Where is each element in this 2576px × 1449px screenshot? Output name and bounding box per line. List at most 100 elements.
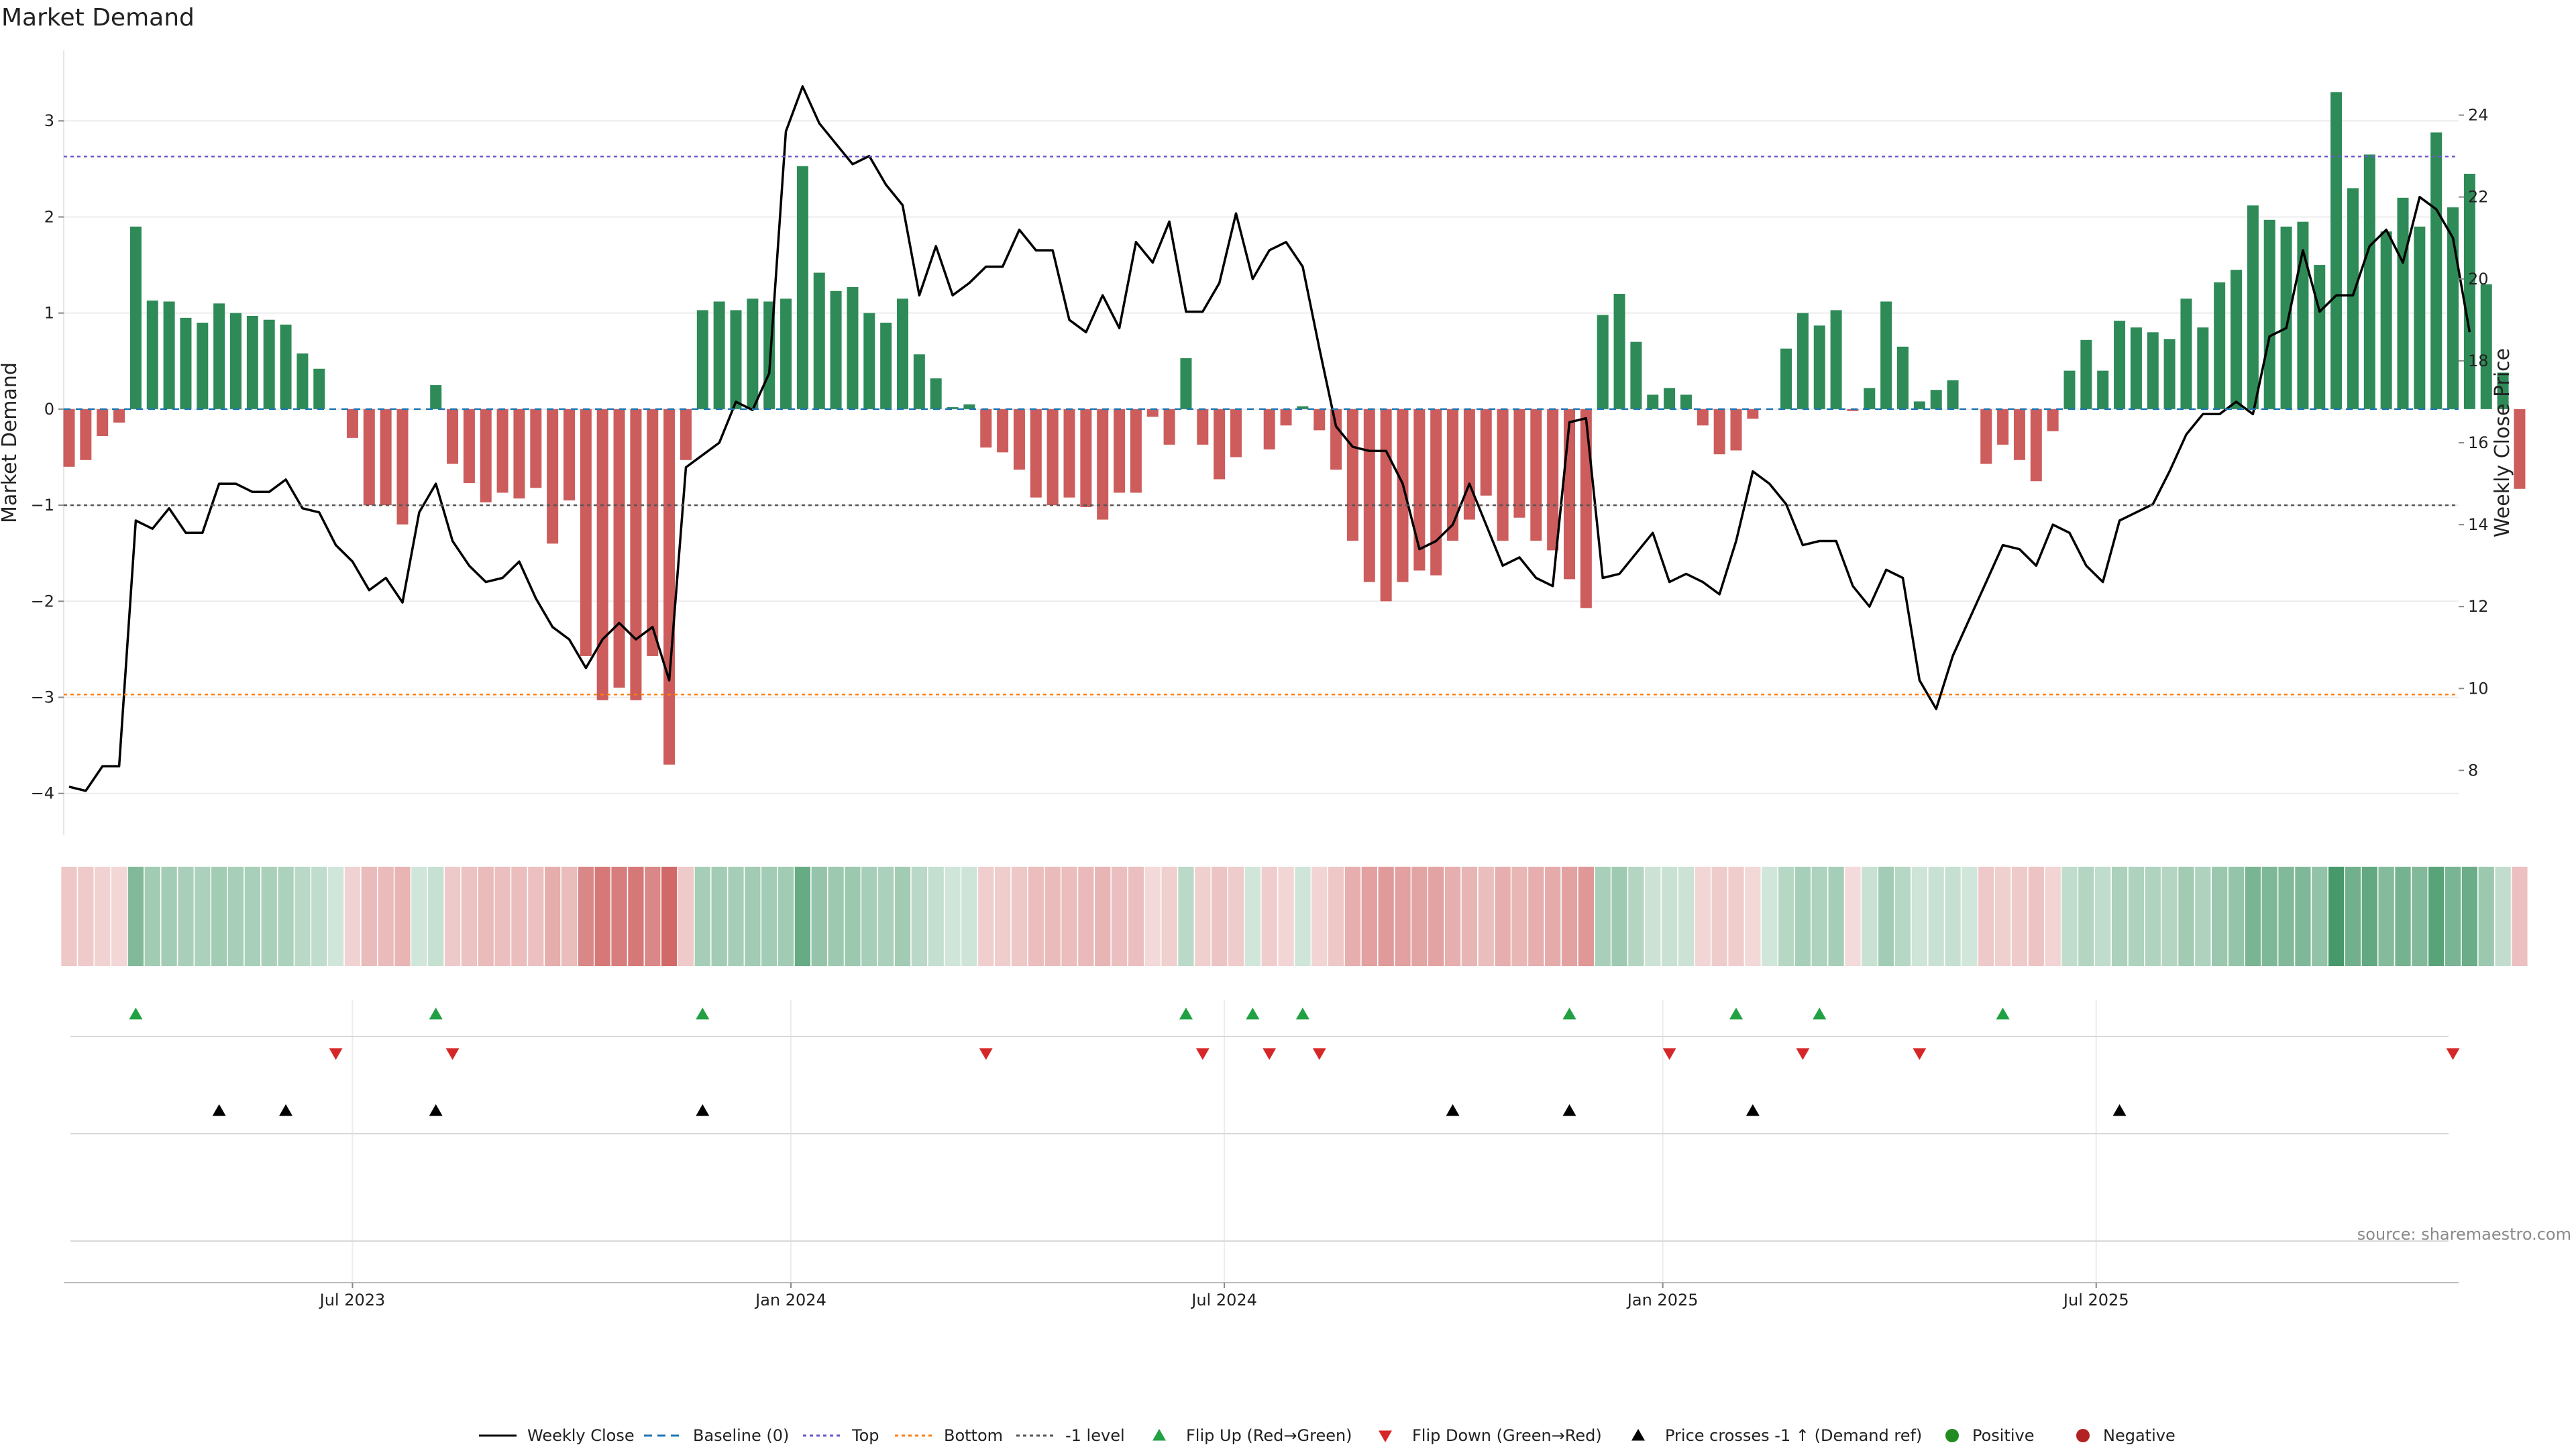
heat-cell (1928, 867, 1944, 966)
flip-up-marker (696, 1008, 710, 1020)
demand-bar (2163, 339, 2176, 409)
y-tick-label-0: 3 (44, 111, 54, 130)
demand-bar (880, 322, 892, 409)
demand-bar (780, 299, 792, 409)
heat-cell (227, 867, 244, 966)
price-cross-marker (696, 1104, 710, 1116)
y-tick-label-3: 0 (44, 400, 54, 419)
legend-item-5-label: Flip Up (Red→Green) (1186, 1426, 1352, 1445)
heat-cell (2212, 867, 2228, 966)
demand-bar (2480, 284, 2492, 409)
flip-down-marker (1913, 1048, 1927, 1060)
demand-bar (197, 322, 209, 409)
heat-cell (1478, 867, 1494, 966)
heat-cell (2378, 867, 2394, 966)
demand-bar (1697, 409, 1709, 426)
heat-cell (1661, 867, 1678, 966)
chart-title: Market Demand (1, 4, 195, 32)
demand-bar (1647, 394, 1659, 409)
demand-bar (1214, 409, 1226, 480)
demand-bar (1330, 409, 1342, 470)
demand-bar (2414, 226, 2426, 409)
heat-cell (195, 867, 211, 966)
legend-item-4-label: -1 level (1065, 1426, 1125, 1445)
heat-cell (1295, 867, 1311, 966)
heat-cell (2395, 867, 2411, 966)
price-layer (68, 85, 2471, 792)
demand-bar (380, 409, 392, 506)
demand-bar (913, 354, 925, 409)
demand-bar (547, 409, 559, 544)
heat-cell (1794, 867, 1811, 966)
heat-cell (1078, 867, 1094, 966)
demand-bar (1680, 394, 1692, 409)
heat-cell (1395, 867, 1411, 966)
demand-bar (1813, 325, 1825, 409)
demand-bar (596, 409, 608, 700)
flip-up-marker (1813, 1008, 1827, 1020)
demand-bar (2147, 332, 2159, 409)
demand-bar (2497, 372, 2509, 409)
demand-bar (1897, 346, 1909, 409)
heat-cell (1862, 867, 1878, 966)
heat-cell (645, 867, 661, 966)
x-tick-label-4: Jul 2025 (2062, 1291, 2129, 1309)
price-cross-marker (1446, 1104, 1460, 1116)
heat-cell (2328, 867, 2345, 966)
price-cross-marker (212, 1104, 226, 1116)
heat-cell (411, 867, 427, 966)
demand-bar (2330, 92, 2343, 409)
demand-bar (980, 409, 992, 448)
legend-item-3-label: Bottom (944, 1426, 1003, 1445)
flip-up-marker (1729, 1008, 1743, 1020)
demand-bar (1664, 388, 1676, 409)
demand-bar (530, 409, 542, 488)
heat-cell (2412, 867, 2428, 966)
panel-frames (63, 50, 2459, 1283)
heat-cell (1111, 867, 1128, 966)
heat-cell (394, 867, 411, 966)
heat-cell (1195, 867, 1211, 966)
demand-bar (947, 407, 959, 409)
heat-cell (1845, 867, 1861, 966)
y2-tick-label-3: 18 (2468, 352, 2489, 370)
heat-cell (278, 867, 294, 966)
heat-cell (661, 867, 678, 966)
demand-bar (1413, 409, 1426, 571)
heat-cell (1228, 867, 1244, 966)
demand-bar (1980, 409, 1992, 464)
heat-cell (1161, 867, 1177, 966)
y-tick-label-1: 2 (44, 207, 54, 226)
demand-bar (2080, 339, 2092, 409)
demand-bar (2231, 270, 2242, 409)
heat-cell (845, 867, 861, 966)
heat-cell (261, 867, 277, 966)
heat-cell (2312, 867, 2328, 966)
demand-bar (580, 409, 592, 656)
demand-bar (396, 409, 409, 525)
demand-bar (1430, 409, 1442, 576)
demand-bar (2247, 205, 2259, 409)
flip-up-marker (129, 1008, 143, 1020)
demand-bars (63, 92, 2526, 765)
demand-bar (730, 310, 742, 409)
demand-bar (813, 272, 825, 409)
demand-bar (1547, 409, 1559, 551)
y2-tick-label-6: 12 (2468, 597, 2489, 616)
heat-cell (1144, 867, 1161, 966)
heat-cell (1828, 867, 1844, 966)
flip-down-marker (445, 1048, 460, 1060)
y2-tick-label-5: 14 (2468, 515, 2489, 534)
heat-cell (878, 867, 894, 966)
flip-down-marker (1312, 1048, 1326, 1060)
heat-cell (1962, 867, 1978, 966)
demand-bar (1997, 409, 2009, 445)
demand-bar (2063, 370, 2076, 409)
heat-cell (545, 867, 561, 966)
x-axis: Jul 2023 Jan 2024 Jul 2024 Jan 2025 Jul 2025 (319, 1283, 2129, 1309)
demand-bar (1830, 310, 1842, 409)
legend: Weekly Close Baseline (0) Top Bottom -1 leve… (479, 1426, 2176, 1445)
weekly-close-line (68, 85, 2471, 792)
demand-bar (1130, 409, 1142, 493)
heat-cell (794, 867, 811, 966)
